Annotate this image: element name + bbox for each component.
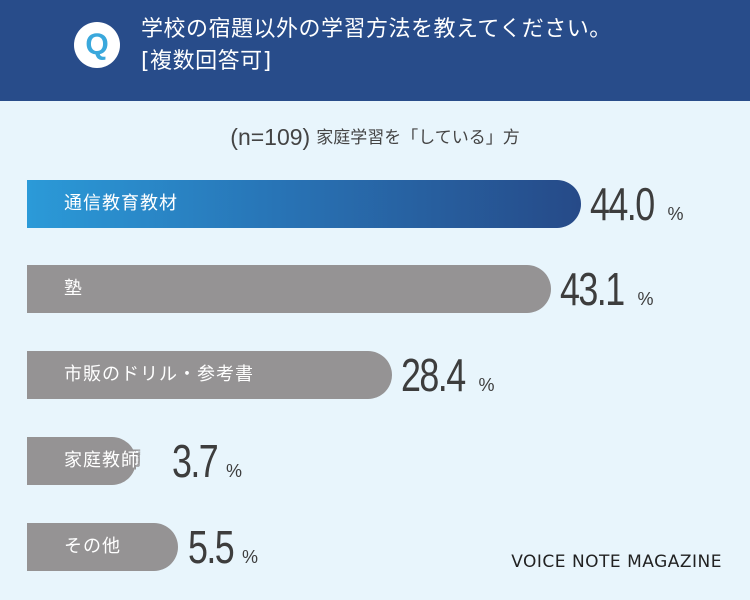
bar-label: 市販のドリル・参考書 [64,364,254,385]
question-text: 学校の宿題以外の学習方法を教えてください。 [141,17,612,42]
value-number: 3.7 [172,435,219,487]
value-number: 5.5 [188,521,235,573]
bar-drill-sankousho: 市販のドリル・参考書 [27,351,392,399]
bar-sonota: その他 [27,523,178,571]
bar-value: 43.1% [560,265,658,313]
question-title: 学校の宿題以外の学習方法を教えてください。 [複数回答可] [141,14,612,78]
q-badge-icon: Q [74,22,120,68]
bar-juku: 塾 [27,265,551,313]
question-note: [複数回答可] [141,49,272,74]
value-unit: % [478,375,495,395]
bar-value: 44.0% [590,180,688,228]
value-unit: % [667,204,684,224]
question-header: Q 学校の宿題以外の学習方法を教えてください。 [複数回答可] [0,0,750,101]
subtitle-text: 家庭学習を「している」方 [316,128,520,148]
value-unit: % [637,289,654,309]
bar-value: 3.7% [172,437,246,485]
value-number: 43.1 [560,263,625,315]
value-number: 28.4 [401,349,466,401]
value-unit: % [241,547,258,567]
bar-katei-kyoshi: 家庭教師 [27,437,139,485]
bar-value: 5.5% [188,523,262,571]
sample-size: (n=109) [230,124,311,150]
chart-subtitle: (n=109) 家庭学習を「している」方 [0,122,750,153]
bar-tsushin-kyoiku: 通信教育教材 [27,180,581,228]
value-number: 44.0 [590,178,655,230]
brand-credit: VOICE NOTE MAGAZINE [511,552,722,572]
bar-value: 28.4% [401,351,499,399]
bar-label: 通信教育教材 [64,193,178,214]
value-unit: % [225,461,242,481]
bar-label: その他 [64,536,121,557]
bar-label: 家庭教師 [64,450,140,471]
bar-label: 塾 [64,278,83,299]
